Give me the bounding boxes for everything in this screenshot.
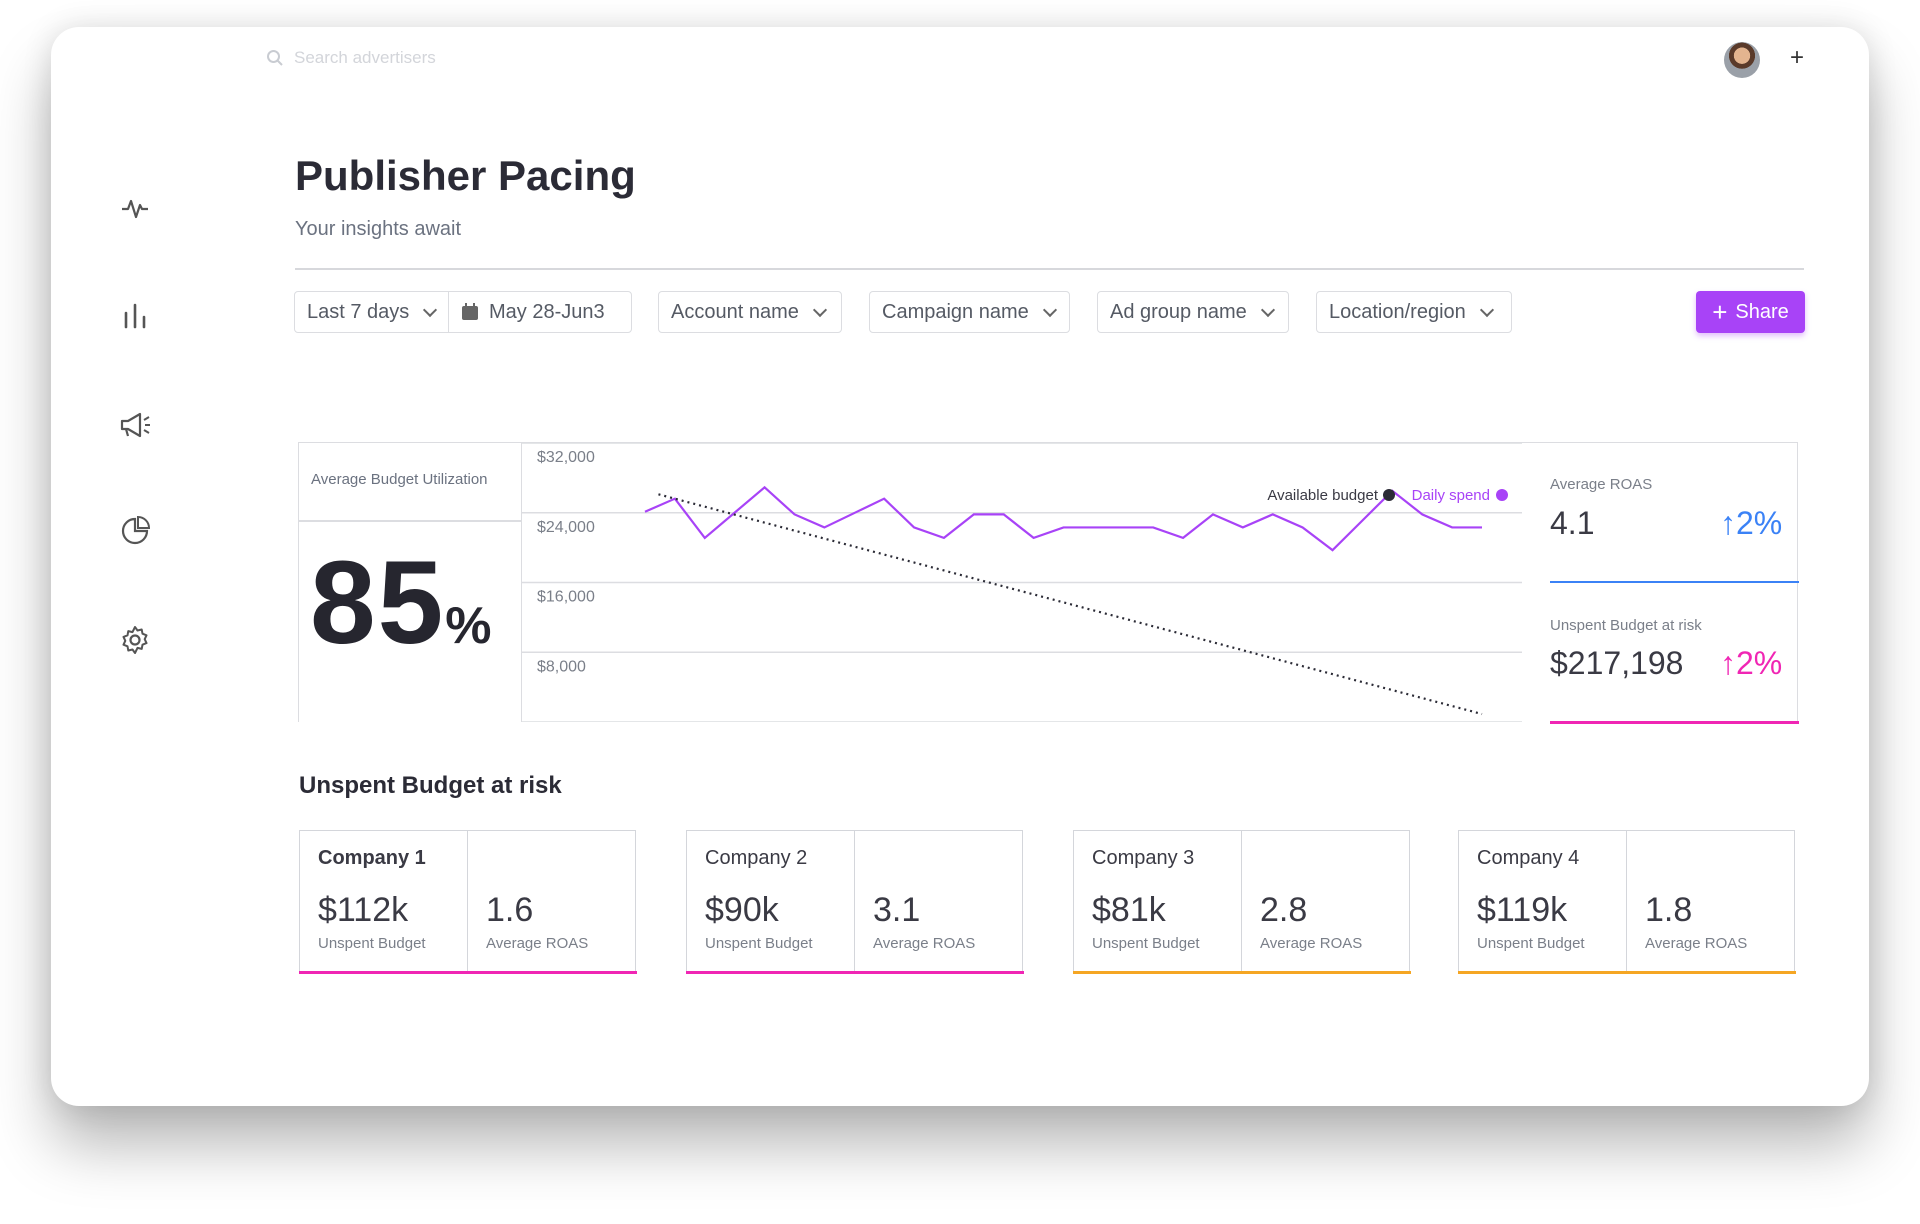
legend-dot-available-budget bbox=[1383, 489, 1395, 501]
utilization-box bbox=[298, 442, 522, 722]
page-title: Publisher Pacing bbox=[295, 152, 636, 199]
company-name: Company 2 bbox=[705, 847, 808, 869]
unspent-label: Unspent Budget at risk bbox=[1550, 617, 1702, 634]
roas-value: 1.6 bbox=[486, 891, 534, 929]
budget-value: $112k bbox=[318, 891, 409, 929]
unspent-delta: ↑2% bbox=[1720, 645, 1783, 681]
roas-label: Average ROAS bbox=[1550, 476, 1653, 493]
budget-label: Unspent Budget bbox=[1477, 935, 1585, 952]
chevron-down-icon bbox=[1479, 302, 1494, 317]
ad-group-dropdown[interactable]: Ad group name bbox=[1097, 291, 1289, 333]
roas-delta: ↑2% bbox=[1720, 505, 1783, 541]
roas-label: Average ROAS bbox=[1260, 935, 1363, 952]
status-bar bbox=[685, 971, 856, 974]
gear-icon[interactable] bbox=[118, 623, 152, 657]
company-card[interactable]: 2.8 Average ROAS bbox=[1240, 830, 1411, 974]
add-button[interactable]: + bbox=[1790, 44, 1805, 71]
location-label: Location/region bbox=[1329, 300, 1466, 323]
activity-icon[interactable] bbox=[118, 191, 152, 225]
chevron-down-icon bbox=[1260, 302, 1275, 317]
chevron-down-icon bbox=[1042, 302, 1057, 317]
unspent-underline bbox=[1550, 721, 1799, 724]
search-input[interactable]: Search advertisers bbox=[294, 48, 436, 67]
company-card[interactable]: 1.6 Average ROAS bbox=[466, 830, 637, 974]
y-tick-label: $24,000 bbox=[537, 519, 595, 536]
unspent-value: $217,198 bbox=[1550, 645, 1684, 681]
app-window bbox=[51, 27, 1869, 1106]
search-icon bbox=[267, 50, 283, 66]
budget-value: $119k bbox=[1477, 891, 1568, 929]
budget-value: $90k bbox=[705, 891, 779, 929]
chevron-down-icon bbox=[812, 302, 827, 317]
pie-chart-icon[interactable] bbox=[118, 514, 152, 548]
roas-label: Average ROAS bbox=[486, 935, 589, 952]
pacing-chart: $32,000 $24,000 $16,000 $8,000 Available bud… bbox=[522, 442, 1522, 722]
roas-underline bbox=[1550, 581, 1799, 583]
status-bar bbox=[1625, 971, 1796, 974]
utilization-unit: % bbox=[445, 597, 492, 655]
status-bar bbox=[1072, 971, 1243, 974]
roas-value: 3.1 bbox=[873, 891, 921, 929]
y-tick-label: $8,000 bbox=[537, 658, 586, 675]
ad-group-label: Ad group name bbox=[1110, 300, 1247, 323]
account-label: Account name bbox=[671, 300, 799, 323]
budget-label: Unspent Budget bbox=[705, 935, 813, 952]
campaign-dropdown[interactable]: Campaign name bbox=[869, 291, 1070, 333]
company-card[interactable]: Company 2 $90k Unspent Budget bbox=[685, 830, 856, 974]
roas-value: 1.8 bbox=[1645, 891, 1693, 929]
roas-label: Average ROAS bbox=[873, 935, 976, 952]
company-card[interactable]: 1.8 Average ROAS bbox=[1625, 830, 1796, 974]
avatar[interactable] bbox=[1724, 42, 1760, 78]
status-bar bbox=[853, 971, 1024, 974]
status-bar bbox=[466, 971, 637, 974]
utilization-label: Average Budget Utilization bbox=[311, 471, 488, 488]
megaphone-icon[interactable] bbox=[118, 408, 152, 442]
chevron-down-icon bbox=[423, 302, 438, 317]
company-card[interactable]: Company 1 $112k Unspent Budget bbox=[298, 830, 469, 974]
company-card[interactable]: Company 3 $81k Unspent Budget bbox=[1072, 830, 1243, 974]
campaign-label: Campaign name bbox=[882, 300, 1029, 323]
legend-label: Daily spend bbox=[1412, 487, 1490, 504]
y-tick-label: $32,000 bbox=[537, 449, 595, 466]
status-bar bbox=[298, 971, 469, 974]
share-button[interactable]: + Share bbox=[1696, 291, 1805, 333]
section-title: Unspent Budget at risk bbox=[299, 772, 562, 799]
status-bar bbox=[1457, 971, 1628, 974]
date-label: May 28-Jun3 bbox=[489, 300, 605, 323]
search-bar[interactable]: Search advertisers bbox=[266, 48, 436, 68]
account-dropdown[interactable]: Account name bbox=[658, 291, 842, 333]
budget-label: Unspent Budget bbox=[318, 935, 426, 952]
company-name: Company 1 bbox=[318, 847, 426, 869]
company-card[interactable]: Company 4 $119k Unspent Budget bbox=[1457, 830, 1628, 974]
y-tick-label: $16,000 bbox=[537, 589, 595, 606]
available-budget-line bbox=[658, 493, 1483, 716]
company-card[interactable]: 3.1 Average ROAS bbox=[853, 830, 1024, 974]
status-bar bbox=[1240, 971, 1411, 974]
date-range-label: Last 7 days bbox=[307, 300, 410, 323]
roas-value: 2.8 bbox=[1260, 891, 1308, 929]
divider bbox=[298, 520, 522, 522]
date-range-dropdown[interactable]: Last 7 days bbox=[294, 291, 450, 333]
calendar-icon bbox=[462, 303, 478, 320]
bar-chart-icon[interactable] bbox=[118, 299, 152, 333]
share-label: Share bbox=[1735, 300, 1789, 323]
company-name: Company 4 bbox=[1477, 847, 1580, 869]
roas-value: 4.1 bbox=[1550, 505, 1595, 541]
divider bbox=[295, 268, 1804, 270]
utilization-value: 85% bbox=[310, 537, 492, 669]
page-subtitle: Your insights await bbox=[295, 218, 462, 240]
location-dropdown[interactable]: Location/region bbox=[1316, 291, 1512, 333]
budget-label: Unspent Budget bbox=[1092, 935, 1200, 952]
roas-label: Average ROAS bbox=[1645, 935, 1748, 952]
budget-value: $81k bbox=[1092, 891, 1166, 929]
company-name: Company 3 bbox=[1092, 847, 1195, 869]
date-picker[interactable]: May 28-Jun3 bbox=[448, 291, 632, 333]
legend-dot-daily-spend bbox=[1496, 489, 1508, 501]
legend-label: Available budget bbox=[1267, 487, 1378, 504]
plus-icon: + bbox=[1712, 297, 1728, 327]
